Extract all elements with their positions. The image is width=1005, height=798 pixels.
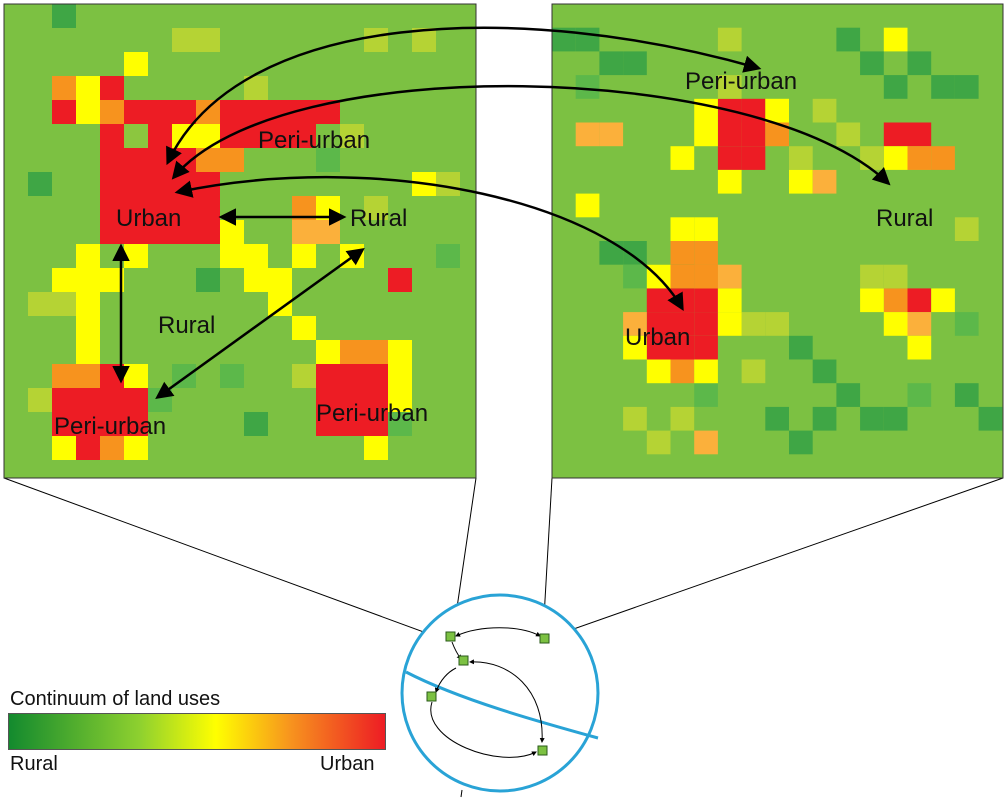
globe-node	[539, 633, 550, 644]
globe-node	[537, 745, 548, 756]
globe-node	[458, 655, 469, 666]
arrow-to-right-rural	[171, 84, 891, 186]
label-periurban-top: Peri-urban	[258, 127, 370, 154]
zoom-connector-lines	[3, 477, 1004, 639]
label-rural-mid: Rural	[158, 312, 215, 339]
right-panel-labels: Peri-urban Rural Urban	[625, 68, 933, 351]
globe-node	[445, 631, 456, 642]
cross-panel-arrows	[166, 26, 891, 312]
label-periurban-bottom-right: Peri-urban	[316, 400, 428, 427]
legend-label-urban: Urban	[320, 753, 375, 775]
globe	[400, 593, 600, 798]
label-right-urban: Urban	[625, 324, 690, 351]
label-right-rural: Rural	[876, 205, 933, 232]
label-right-periurban: Peri-urban	[685, 68, 797, 95]
legend-gradient-bar	[8, 713, 386, 750]
legend-label-rural: Rural	[10, 753, 58, 775]
label-urban: Urban	[116, 205, 181, 232]
globe-node	[426, 691, 437, 702]
arrow-to-right-urban	[174, 175, 684, 312]
arrow-to-right-periurban	[166, 26, 762, 166]
label-rural-right: Rural	[350, 205, 407, 232]
legend-title: Continuum of land uses	[10, 688, 221, 710]
label-periurban-bottom-left: Peri-urban	[54, 413, 166, 440]
left-panel-labels: Urban Peri-urban Rural Rural Peri-urban …	[54, 127, 428, 440]
